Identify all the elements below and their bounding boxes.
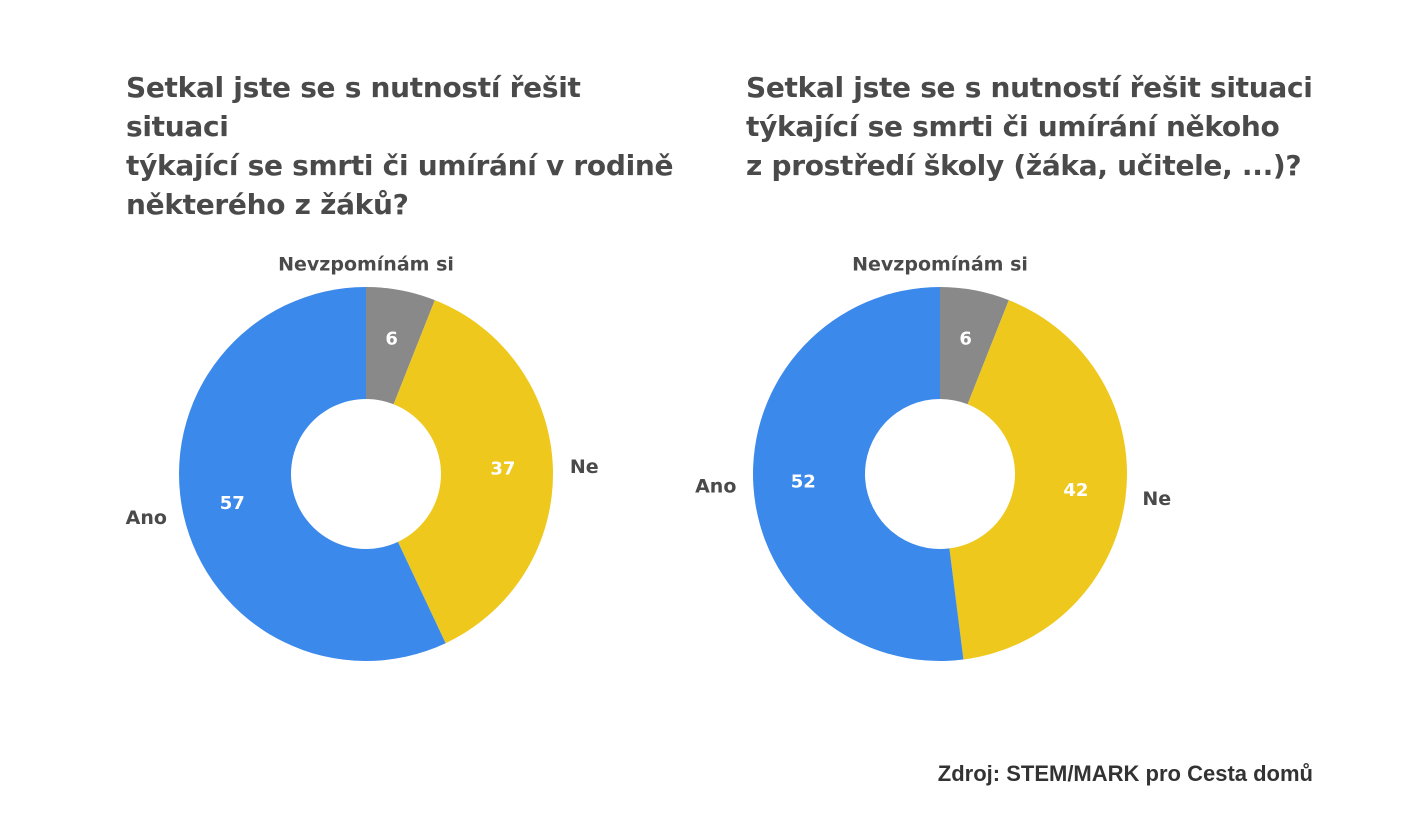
category-label-ne: Ne [570,456,599,478]
value-label-nevzpominam: 6 [385,328,398,349]
category-label-ano: Ano [126,507,167,529]
slice-ano [753,287,964,661]
category-label-ne: Ne [1142,488,1171,510]
value-label-ne: 42 [1063,480,1088,501]
source-note: Zdroj: STEM/MARK pro Cesta domů [937,761,1313,786]
slice-nevzpominam [366,287,435,405]
slice-ne [949,300,1127,660]
value-label-ano: 52 [791,472,816,493]
value-label-ano: 57 [220,493,245,514]
slice-ano [178,287,446,661]
chart-title-2: Setkal jste se s nutností řešit situaci … [746,71,1313,182]
slice-nevzpominam [940,287,1009,405]
category-label-ano: Ano [695,475,736,497]
slice-ne [393,300,553,644]
category-label-nevzpominam: Nevzpomínám si [852,254,1028,276]
donut-chart-2: 6 Nevzpomínám si 42 Ne 52 Ano [695,254,1171,661]
donut-chart-1: 6 Nevzpomínám si 37 Ne 57 Ano [126,254,599,661]
chart-title-1: Setkal jste se s nutností řešit situaci … [126,71,674,221]
category-label-nevzpominam: Nevzpomínám si [278,254,454,276]
value-label-ne: 37 [490,459,515,480]
value-label-nevzpominam: 6 [959,328,972,349]
